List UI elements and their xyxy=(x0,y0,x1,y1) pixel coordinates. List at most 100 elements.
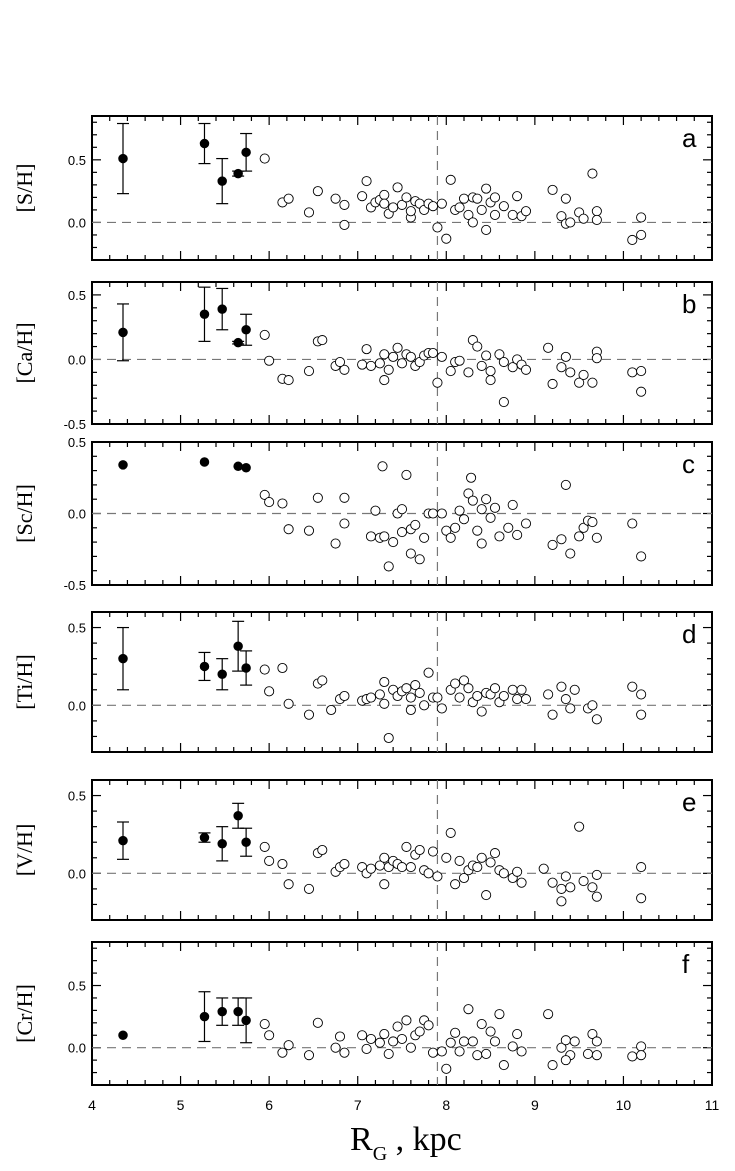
data-point-open xyxy=(565,882,576,893)
y-axis-label: [S/H] xyxy=(12,164,37,213)
data-point-open xyxy=(383,364,394,375)
data-point-open xyxy=(472,341,483,352)
x-tick-label: 6 xyxy=(265,1097,273,1113)
data-point-open xyxy=(485,375,496,386)
data-point-open xyxy=(303,366,315,377)
data-point-open xyxy=(476,1019,487,1030)
data-point-open xyxy=(432,692,443,703)
data-point-open xyxy=(277,662,288,674)
data-point-open xyxy=(476,504,487,515)
x-tick-label: 9 xyxy=(531,1097,539,1113)
data-point-open xyxy=(374,1037,385,1048)
data-point-open xyxy=(485,857,496,868)
data-point-open xyxy=(560,351,571,362)
data-point-open xyxy=(578,876,589,887)
data-point-open xyxy=(339,858,350,870)
data-point-open xyxy=(458,1036,470,1047)
y-axis-label: [Ti/H] xyxy=(12,654,37,709)
data-point-open xyxy=(432,222,443,233)
data-point-open xyxy=(339,1047,350,1058)
data-point-open xyxy=(636,212,647,223)
data-point-open xyxy=(476,538,487,549)
data-point-open xyxy=(414,687,425,698)
y-axis-label: [Ca/H] xyxy=(12,322,37,383)
panel-letter: a xyxy=(682,123,697,153)
data-point-open xyxy=(556,362,567,373)
data-point-open xyxy=(498,1060,509,1071)
data-point-open xyxy=(330,193,341,204)
panel-e: 0.0 0.5 [V/H] e xyxy=(12,779,713,921)
data-point-open xyxy=(498,201,509,212)
data-point-filled xyxy=(118,327,128,338)
data-point-open xyxy=(357,191,368,202)
data-point-open xyxy=(587,700,598,711)
data-point-open xyxy=(423,868,434,879)
data-point-open xyxy=(458,675,470,686)
data-point-open xyxy=(578,213,589,224)
y-tick-label: 0.5 xyxy=(68,435,86,450)
data-point-open xyxy=(303,883,315,894)
data-point-open xyxy=(516,684,527,695)
data-point-open xyxy=(405,206,416,217)
data-point-open xyxy=(365,692,377,703)
data-point-open xyxy=(361,176,372,187)
data-point-open xyxy=(259,1019,270,1030)
y-tick-label: -0.5 xyxy=(64,578,86,593)
data-point-open xyxy=(379,698,390,709)
data-point-filled xyxy=(241,325,251,335)
data-point-open xyxy=(494,349,505,360)
data-point-open xyxy=(259,329,270,340)
data-point-open xyxy=(410,680,421,691)
data-point-open xyxy=(396,358,408,369)
data-point-filled xyxy=(233,811,243,821)
data-point-open xyxy=(538,863,549,874)
data-point-open xyxy=(458,514,470,525)
data-point-open xyxy=(379,349,390,360)
data-point-filled xyxy=(199,832,210,843)
data-point-open xyxy=(591,532,602,543)
data-point-open xyxy=(485,366,496,377)
data-point-open xyxy=(467,1036,478,1047)
data-point-open xyxy=(303,709,315,720)
y-tick-label: 0.0 xyxy=(68,1041,86,1056)
data-point-open xyxy=(560,1055,571,1066)
data-point-open xyxy=(277,498,288,509)
y-tick-label: 0.0 xyxy=(68,215,86,230)
data-point-open xyxy=(560,694,571,705)
data-point-open xyxy=(556,534,567,545)
panel-letter: d xyxy=(682,619,696,649)
data-point-open xyxy=(339,690,350,702)
data-point-open xyxy=(401,841,412,852)
data-point-open xyxy=(636,1050,647,1061)
data-point-open xyxy=(507,209,518,220)
data-point-open xyxy=(401,683,412,694)
data-point-open xyxy=(379,375,390,386)
data-point-filled xyxy=(118,835,128,846)
data-point-open xyxy=(458,872,470,884)
data-point-open xyxy=(419,532,430,543)
data-point-filled xyxy=(233,461,243,472)
data-point-open xyxy=(507,684,518,695)
data-point-open xyxy=(591,353,602,364)
data-point-open xyxy=(436,198,447,209)
data-point-open xyxy=(569,684,580,695)
data-point-open xyxy=(326,704,337,716)
data-point-open xyxy=(476,204,487,215)
data-point-open xyxy=(463,683,474,694)
data-point-filled xyxy=(118,153,128,164)
data-point-open xyxy=(454,505,465,516)
data-point-open xyxy=(472,862,483,873)
data-point-open xyxy=(481,183,492,194)
data-point-open xyxy=(636,386,647,397)
data-point-open xyxy=(489,209,501,220)
data-point-open xyxy=(591,206,602,217)
data-point-open xyxy=(565,703,576,714)
data-point-filled xyxy=(217,669,227,679)
panel-letter: f xyxy=(682,949,690,979)
data-point-open xyxy=(410,519,421,530)
data-point-filled xyxy=(118,653,128,664)
data-point-open xyxy=(574,531,585,542)
data-point-open xyxy=(578,369,589,380)
data-point-open xyxy=(365,531,377,542)
data-point-open xyxy=(627,234,638,246)
